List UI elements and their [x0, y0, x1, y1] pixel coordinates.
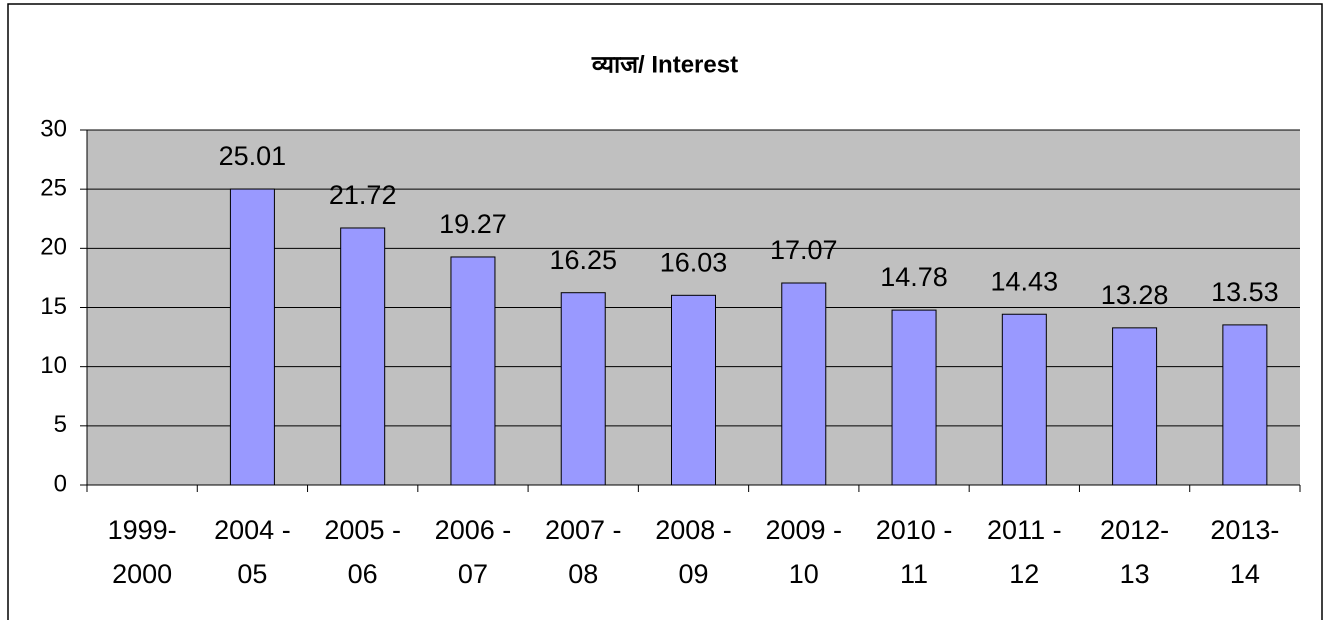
y-tick-label: 30: [40, 115, 67, 142]
bar: [1001, 313, 1047, 486]
x-tick-label-line: 05: [237, 559, 267, 589]
x-tick-label-line: 14: [1230, 559, 1260, 589]
x-tick-label-line: 2012-: [1100, 515, 1169, 545]
value-label: 13.53: [1211, 277, 1279, 307]
x-tick-label-line: 2000: [112, 559, 172, 589]
x-tick-label-line: 12: [1009, 559, 1039, 589]
x-tick-label-line: 10: [789, 559, 819, 589]
x-tick-label: 2010 - 11: [876, 515, 953, 589]
x-tick-label-line: 2007 -: [545, 515, 622, 545]
x-tick-label: 2011 - 12: [987, 515, 1062, 589]
bar: [1112, 327, 1158, 486]
x-tick-label: 2013- 14: [1210, 515, 1279, 589]
x-tick-label: 1999- 2000: [108, 515, 177, 589]
value-label: 19.27: [439, 209, 507, 239]
x-tick-label-line: 09: [678, 559, 708, 589]
x-tick-label-line: 2010 -: [876, 515, 953, 545]
x-tick-label: 2012- 13: [1100, 515, 1169, 589]
x-tick-label-line: 2009 -: [765, 515, 842, 545]
y-tick-label: 0: [54, 470, 67, 497]
bar: [340, 227, 386, 486]
x-tick-label: 2008 - 09: [655, 515, 732, 589]
value-label: 25.01: [219, 141, 287, 171]
bar: [560, 292, 606, 486]
y-tick-label: 20: [40, 234, 67, 261]
x-tick-label-line: 13: [1120, 559, 1150, 589]
x-tick-label-line: 08: [568, 559, 598, 589]
x-tick-label-line: 2006 -: [435, 515, 512, 545]
x-tick-label-line: 07: [458, 559, 488, 589]
y-tick-label: 10: [40, 352, 67, 379]
x-tick-label: 2005 - 06: [324, 515, 401, 589]
chart-title: व्याज/ Interest: [591, 51, 738, 78]
value-label: 21.72: [329, 180, 397, 210]
x-tick-label-line: 2005 -: [324, 515, 401, 545]
x-tick-label-line: 2004 -: [214, 515, 291, 545]
x-tick-label-line: 2011 -: [987, 515, 1062, 545]
bar: [450, 256, 496, 486]
value-label: 14.43: [991, 266, 1059, 296]
value-label: 13.28: [1101, 280, 1169, 310]
x-tick-label-line: 2013-: [1210, 515, 1279, 545]
x-tick-label-line: 11: [900, 559, 928, 589]
x-tick-label-line: 06: [348, 559, 378, 589]
y-tick-label: 25: [40, 175, 67, 202]
x-tick-label: 2009 - 10: [765, 515, 842, 589]
bar: [891, 309, 937, 486]
x-tick-label: 2007 - 08: [545, 515, 622, 589]
bar: [781, 282, 827, 486]
value-label: 14.78: [880, 262, 948, 292]
x-tick-label: 2004 - 05: [214, 515, 291, 589]
value-label: 17.07: [770, 235, 838, 265]
bar: [671, 294, 716, 486]
value-label: 16.03: [660, 247, 728, 277]
x-tick-label-line: 1999-: [108, 515, 177, 545]
y-tick-label: 5: [54, 411, 67, 438]
bar: [1222, 324, 1268, 486]
bar: [229, 188, 275, 486]
value-label: 16.25: [549, 245, 617, 275]
x-tick-label: 2006 - 07: [435, 515, 512, 589]
y-tick-label: 15: [40, 293, 67, 320]
x-tick-label-line: 2008 -: [655, 515, 732, 545]
